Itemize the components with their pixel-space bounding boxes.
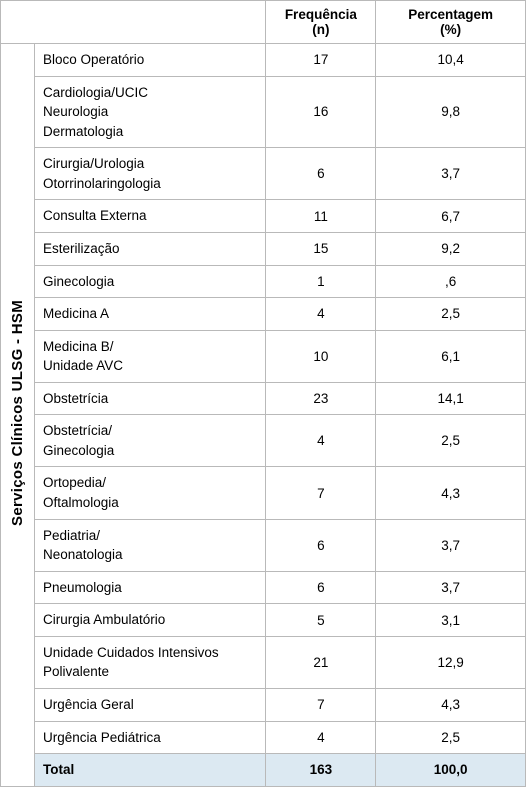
table-row: Urgência Pediátrica42,5 [1,721,526,754]
service-cell: Cirurgia Ambulatório [35,604,266,637]
percentage-cell: 3,7 [376,519,526,571]
total-percentage-cell: 100,0 [376,754,526,787]
table-row: Esterilização159,2 [1,232,526,265]
table-row: Pneumologia63,7 [1,571,526,604]
percentage-cell: 12,9 [376,636,526,688]
table-header: Frequência (n) Percentagem (%) [1,1,526,44]
service-cell: Obstetrícia/ Ginecologia [35,415,266,467]
table-row: Cirurgia/Urologia Otorrinolaringologia63… [1,148,526,200]
table-body: Serviços Clínicos ULSG - HSM Bloco Operat… [1,44,526,787]
table-row: Obstetrícia/ Ginecologia42,5 [1,415,526,467]
header-frequency-unit: (n) [312,22,329,37]
percentage-cell: 4,3 [376,467,526,519]
total-frequency-cell: 163 [266,754,376,787]
side-label-text: Serviços Clínicos ULSG - HSM [9,300,26,526]
percentage-cell: 4,3 [376,688,526,721]
frequency-cell: 6 [266,519,376,571]
percentage-cell: 14,1 [376,382,526,415]
service-cell: Urgência Geral [35,688,266,721]
frequency-cell: 7 [266,467,376,519]
service-cell: Medicina B/ Unidade AVC [35,330,266,382]
percentage-cell: 2,5 [376,415,526,467]
table-row: Serviços Clínicos ULSG - HSMBloco Operat… [1,44,526,77]
percentage-cell: 3,7 [376,148,526,200]
table-row: Consulta Externa116,7 [1,200,526,233]
frequency-cell: 16 [266,76,376,148]
header-percentage-label: Percentagem [408,7,493,22]
percentage-cell: 9,8 [376,76,526,148]
percentage-cell: 6,1 [376,330,526,382]
frequency-cell: 21 [266,636,376,688]
service-cell: Cardiologia/UCIC Neurologia Dermatologia [35,76,266,148]
percentage-cell: ,6 [376,265,526,298]
frequency-cell: 4 [266,298,376,331]
percentage-cell: 2,5 [376,298,526,331]
service-cell: Unidade Cuidados Intensivos Polivalente [35,636,266,688]
frequency-cell: 6 [266,148,376,200]
table-row: Cardiologia/UCIC Neurologia Dermatologia… [1,76,526,148]
percentage-cell: 10,4 [376,44,526,77]
table-row: Ortopedia/ Oftalmologia74,3 [1,467,526,519]
table-row: Medicina B/ Unidade AVC106,1 [1,330,526,382]
percentage-cell: 3,1 [376,604,526,637]
frequency-cell: 7 [266,688,376,721]
frequency-cell: 4 [266,721,376,754]
table-row: Pediatria/ Neonatologia63,7 [1,519,526,571]
service-cell: Consulta Externa [35,200,266,233]
frequency-cell: 17 [266,44,376,77]
service-cell: Medicina A [35,298,266,331]
service-cell: Ginecologia [35,265,266,298]
header-frequency-label: Frequência [285,7,357,22]
frequency-cell: 4 [266,415,376,467]
frequency-cell: 10 [266,330,376,382]
frequency-cell: 1 [266,265,376,298]
service-cell: Urgência Pediátrica [35,721,266,754]
service-cell: Bloco Operatório [35,44,266,77]
frequency-cell: 6 [266,571,376,604]
total-row: Total163100,0 [1,754,526,787]
total-label-cell: Total [35,754,266,787]
service-cell: Obstetrícia [35,382,266,415]
side-label-cell: Serviços Clínicos ULSG - HSM [1,44,35,787]
percentage-cell: 3,7 [376,571,526,604]
service-cell: Ortopedia/ Oftalmologia [35,467,266,519]
table-row: Urgência Geral74,3 [1,688,526,721]
table-row: Obstetrícia2314,1 [1,382,526,415]
header-frequency: Frequência (n) [266,1,376,44]
percentage-cell: 2,5 [376,721,526,754]
clinical-services-table: Frequência (n) Percentagem (%) Serviços … [0,0,526,787]
percentage-cell: 9,2 [376,232,526,265]
frequency-cell: 23 [266,382,376,415]
frequency-cell: 11 [266,200,376,233]
table-row: Medicina A42,5 [1,298,526,331]
header-percentage: Percentagem (%) [376,1,526,44]
table-row: Unidade Cuidados Intensivos Polivalente2… [1,636,526,688]
table-row: Cirurgia Ambulatório53,1 [1,604,526,637]
service-cell: Cirurgia/Urologia Otorrinolaringologia [35,148,266,200]
service-cell: Esterilização [35,232,266,265]
header-percentage-unit: (%) [440,22,461,37]
header-blank [1,1,266,44]
frequency-cell: 5 [266,604,376,637]
service-cell: Pediatria/ Neonatologia [35,519,266,571]
table-row: Ginecologia1,6 [1,265,526,298]
service-cell: Pneumologia [35,571,266,604]
percentage-cell: 6,7 [376,200,526,233]
frequency-cell: 15 [266,232,376,265]
